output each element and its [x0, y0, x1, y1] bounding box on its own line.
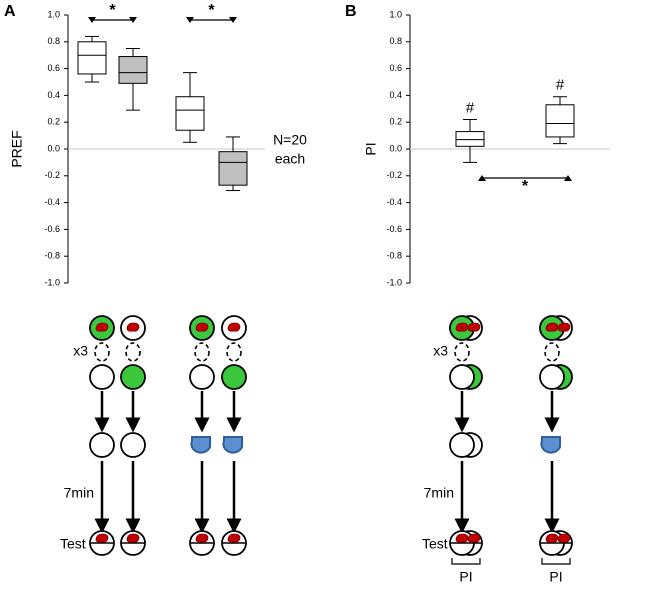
- box: [218, 151, 248, 186]
- sample-note: each: [275, 151, 305, 167]
- odor-blob: [467, 533, 481, 543]
- repeat-loop: [94, 342, 110, 362]
- test-label: Test: [60, 536, 86, 552]
- odor-blob: [455, 322, 469, 332]
- significance-end: [564, 175, 572, 181]
- significance-end: [229, 17, 237, 23]
- significance-star: *: [208, 2, 215, 19]
- repeat-loop: [454, 342, 470, 362]
- sample-note: N=20: [273, 132, 307, 148]
- y-tick-label: 0.2: [389, 117, 402, 127]
- dish: [89, 364, 115, 390]
- y-tick-label: 0.8: [389, 36, 402, 46]
- drop: [190, 436, 211, 454]
- y-tick-label: -0.6: [44, 224, 60, 234]
- repeat-loop: [226, 342, 242, 362]
- pi-label: PI: [549, 569, 562, 585]
- dish: [449, 364, 475, 390]
- odor-blob: [545, 322, 559, 332]
- odor-blob: [455, 533, 469, 543]
- y-tick-label: 0.6: [47, 63, 60, 73]
- y-tick-label: -0.8: [44, 251, 60, 261]
- repeat-loop: [194, 342, 210, 362]
- box: [455, 131, 485, 147]
- drop: [222, 436, 243, 454]
- significance-star: *: [109, 2, 116, 19]
- odor-blob: [557, 533, 571, 543]
- repeat-label: x3: [73, 343, 88, 359]
- odor-blob: [227, 322, 241, 332]
- odor-blob: [467, 322, 481, 332]
- delay-label: 7min: [424, 485, 454, 501]
- y-axis-title: PI: [363, 142, 379, 155]
- box: [175, 96, 205, 131]
- y-tick-label: 0.8: [47, 36, 60, 46]
- bracket: [541, 558, 571, 565]
- test-label: Test: [422, 536, 448, 552]
- y-tick-label: 1.0: [389, 9, 402, 19]
- y-tick-label: -1.0: [386, 277, 402, 287]
- significance-end: [88, 17, 96, 23]
- box: [77, 41, 107, 75]
- repeat-loop: [544, 342, 560, 362]
- box: [545, 104, 575, 138]
- y-tick-label: 1.0: [47, 9, 60, 19]
- y-tick-label: 0.6: [389, 63, 402, 73]
- significance-end: [186, 17, 194, 23]
- odor-blob: [126, 533, 140, 543]
- y-tick-label: -0.4: [386, 197, 402, 207]
- bracket: [451, 558, 481, 565]
- odor-blob: [126, 322, 140, 332]
- dish: [539, 364, 565, 390]
- odor-blob: [195, 533, 209, 543]
- panel-label: A: [4, 3, 16, 20]
- dish: [221, 364, 247, 390]
- significance-end: [129, 17, 137, 23]
- y-tick-label: 0.0: [389, 143, 402, 153]
- dish: [449, 432, 475, 458]
- dish: [89, 432, 115, 458]
- odor-blob: [545, 533, 559, 543]
- box: [118, 56, 148, 84]
- odor-blob: [227, 533, 241, 543]
- odor-blob: [95, 322, 109, 332]
- significance-star: *: [522, 178, 529, 195]
- box-label: #: [556, 77, 565, 94]
- significance-end: [478, 175, 486, 181]
- y-tick-label: 0.4: [389, 90, 402, 100]
- dish: [120, 364, 146, 390]
- odor-blob: [95, 533, 109, 543]
- y-tick-label: -0.6: [386, 224, 402, 234]
- box-label: #: [466, 99, 475, 116]
- y-tick-label: 0.2: [47, 117, 60, 127]
- odor-blob: [195, 322, 209, 332]
- panel-label: B: [345, 3, 357, 20]
- y-axis-title: PREF: [9, 130, 25, 167]
- repeat-label: x3: [433, 343, 448, 359]
- repeat-loop: [125, 342, 141, 362]
- y-tick-label: -0.2: [44, 170, 60, 180]
- odor-blob: [557, 322, 571, 332]
- y-tick-label: -1.0: [44, 277, 60, 287]
- y-tick-label: 0.0: [47, 143, 60, 153]
- y-tick-label: -0.4: [44, 197, 60, 207]
- delay-label: 7min: [64, 485, 94, 501]
- y-tick-label: -0.2: [386, 170, 402, 180]
- drop: [540, 436, 561, 454]
- dish: [189, 364, 215, 390]
- y-tick-label: 0.4: [47, 90, 60, 100]
- pi-label: PI: [459, 569, 472, 585]
- dish: [120, 432, 146, 458]
- y-tick-label: -0.8: [386, 251, 402, 261]
